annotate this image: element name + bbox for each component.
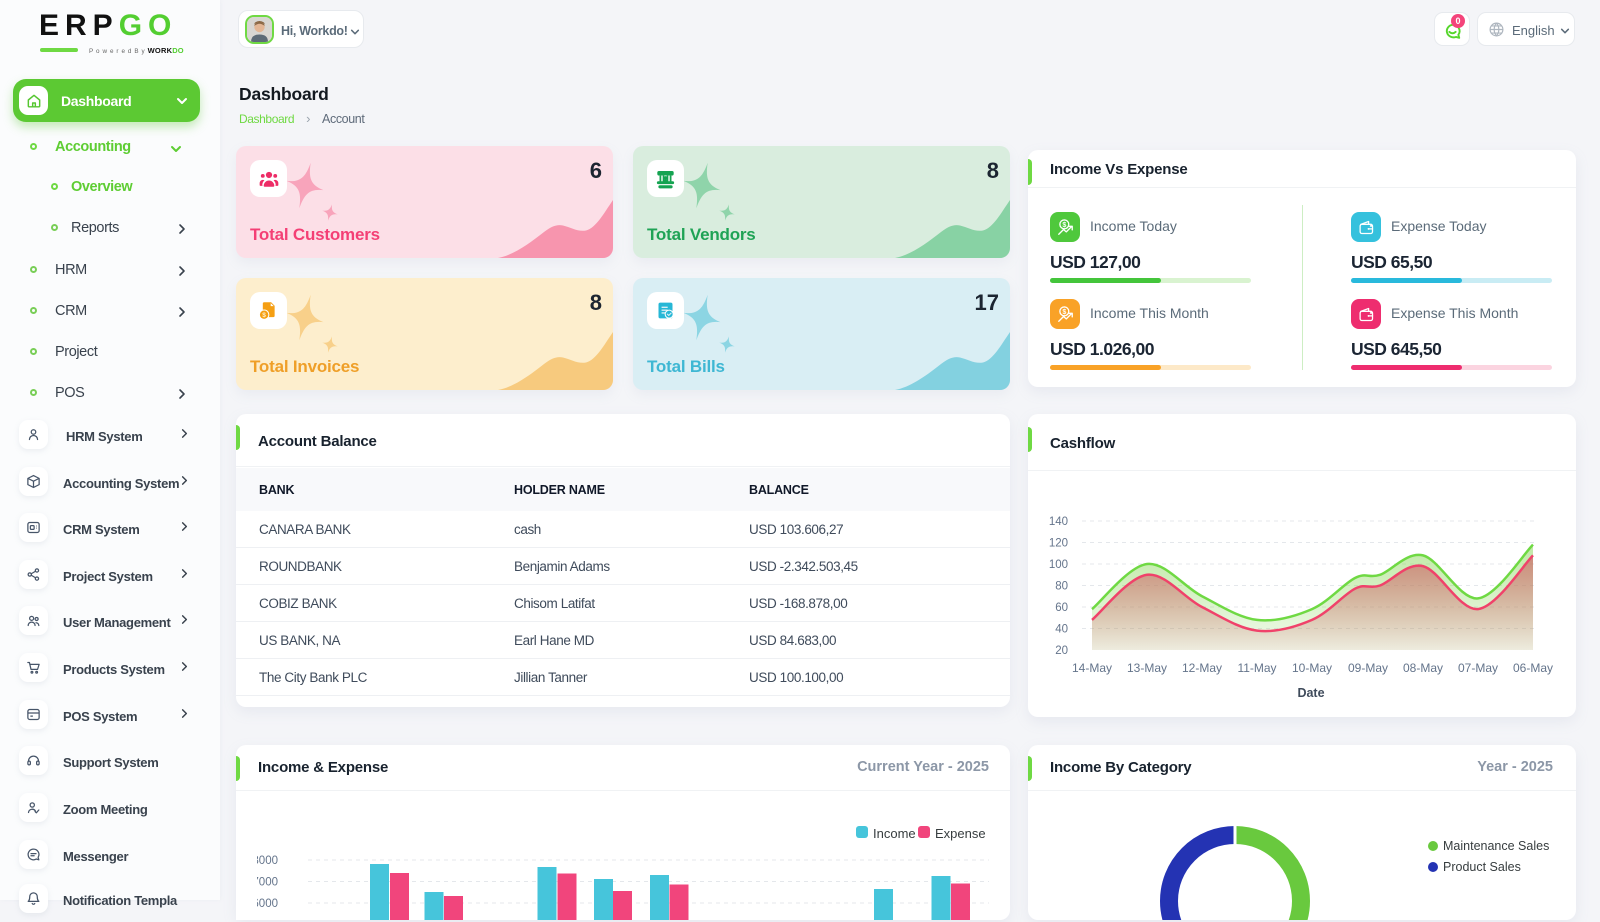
- svg-text:$: $: [1062, 220, 1066, 228]
- svg-text:06-May: 06-May: [1513, 661, 1553, 675]
- svg-text:7000: 7000: [252, 877, 278, 889]
- svg-text:Date: Date: [1297, 686, 1324, 700]
- svg-text:08-May: 08-May: [1403, 661, 1443, 675]
- svg-text:140: 140: [1049, 516, 1068, 528]
- svg-text:40: 40: [1055, 624, 1068, 636]
- svg-text:20: 20: [1055, 645, 1068, 657]
- svg-text:13-May: 13-May: [1127, 661, 1167, 675]
- svg-text:Product Sales: Product Sales: [1443, 860, 1521, 874]
- svg-text:12-May: 12-May: [1182, 661, 1222, 675]
- svg-text:14-May: 14-May: [1072, 661, 1112, 675]
- svg-text:Maintenance Sales: Maintenance Sales: [1443, 839, 1549, 853]
- svg-text:10-May: 10-May: [1292, 661, 1332, 675]
- svg-text:$: $: [262, 312, 266, 319]
- svg-text:$: $: [1062, 307, 1066, 315]
- svg-text:60: 60: [1055, 602, 1068, 614]
- svg-text:11-May: 11-May: [1237, 661, 1276, 675]
- svg-text:8000: 8000: [252, 855, 278, 867]
- svg-text:80: 80: [1055, 581, 1068, 593]
- svg-text:120: 120: [1049, 538, 1068, 550]
- svg-text:07-May: 07-May: [1458, 661, 1498, 675]
- svg-text:100: 100: [1049, 559, 1068, 571]
- svg-text:09-May: 09-May: [1348, 661, 1388, 675]
